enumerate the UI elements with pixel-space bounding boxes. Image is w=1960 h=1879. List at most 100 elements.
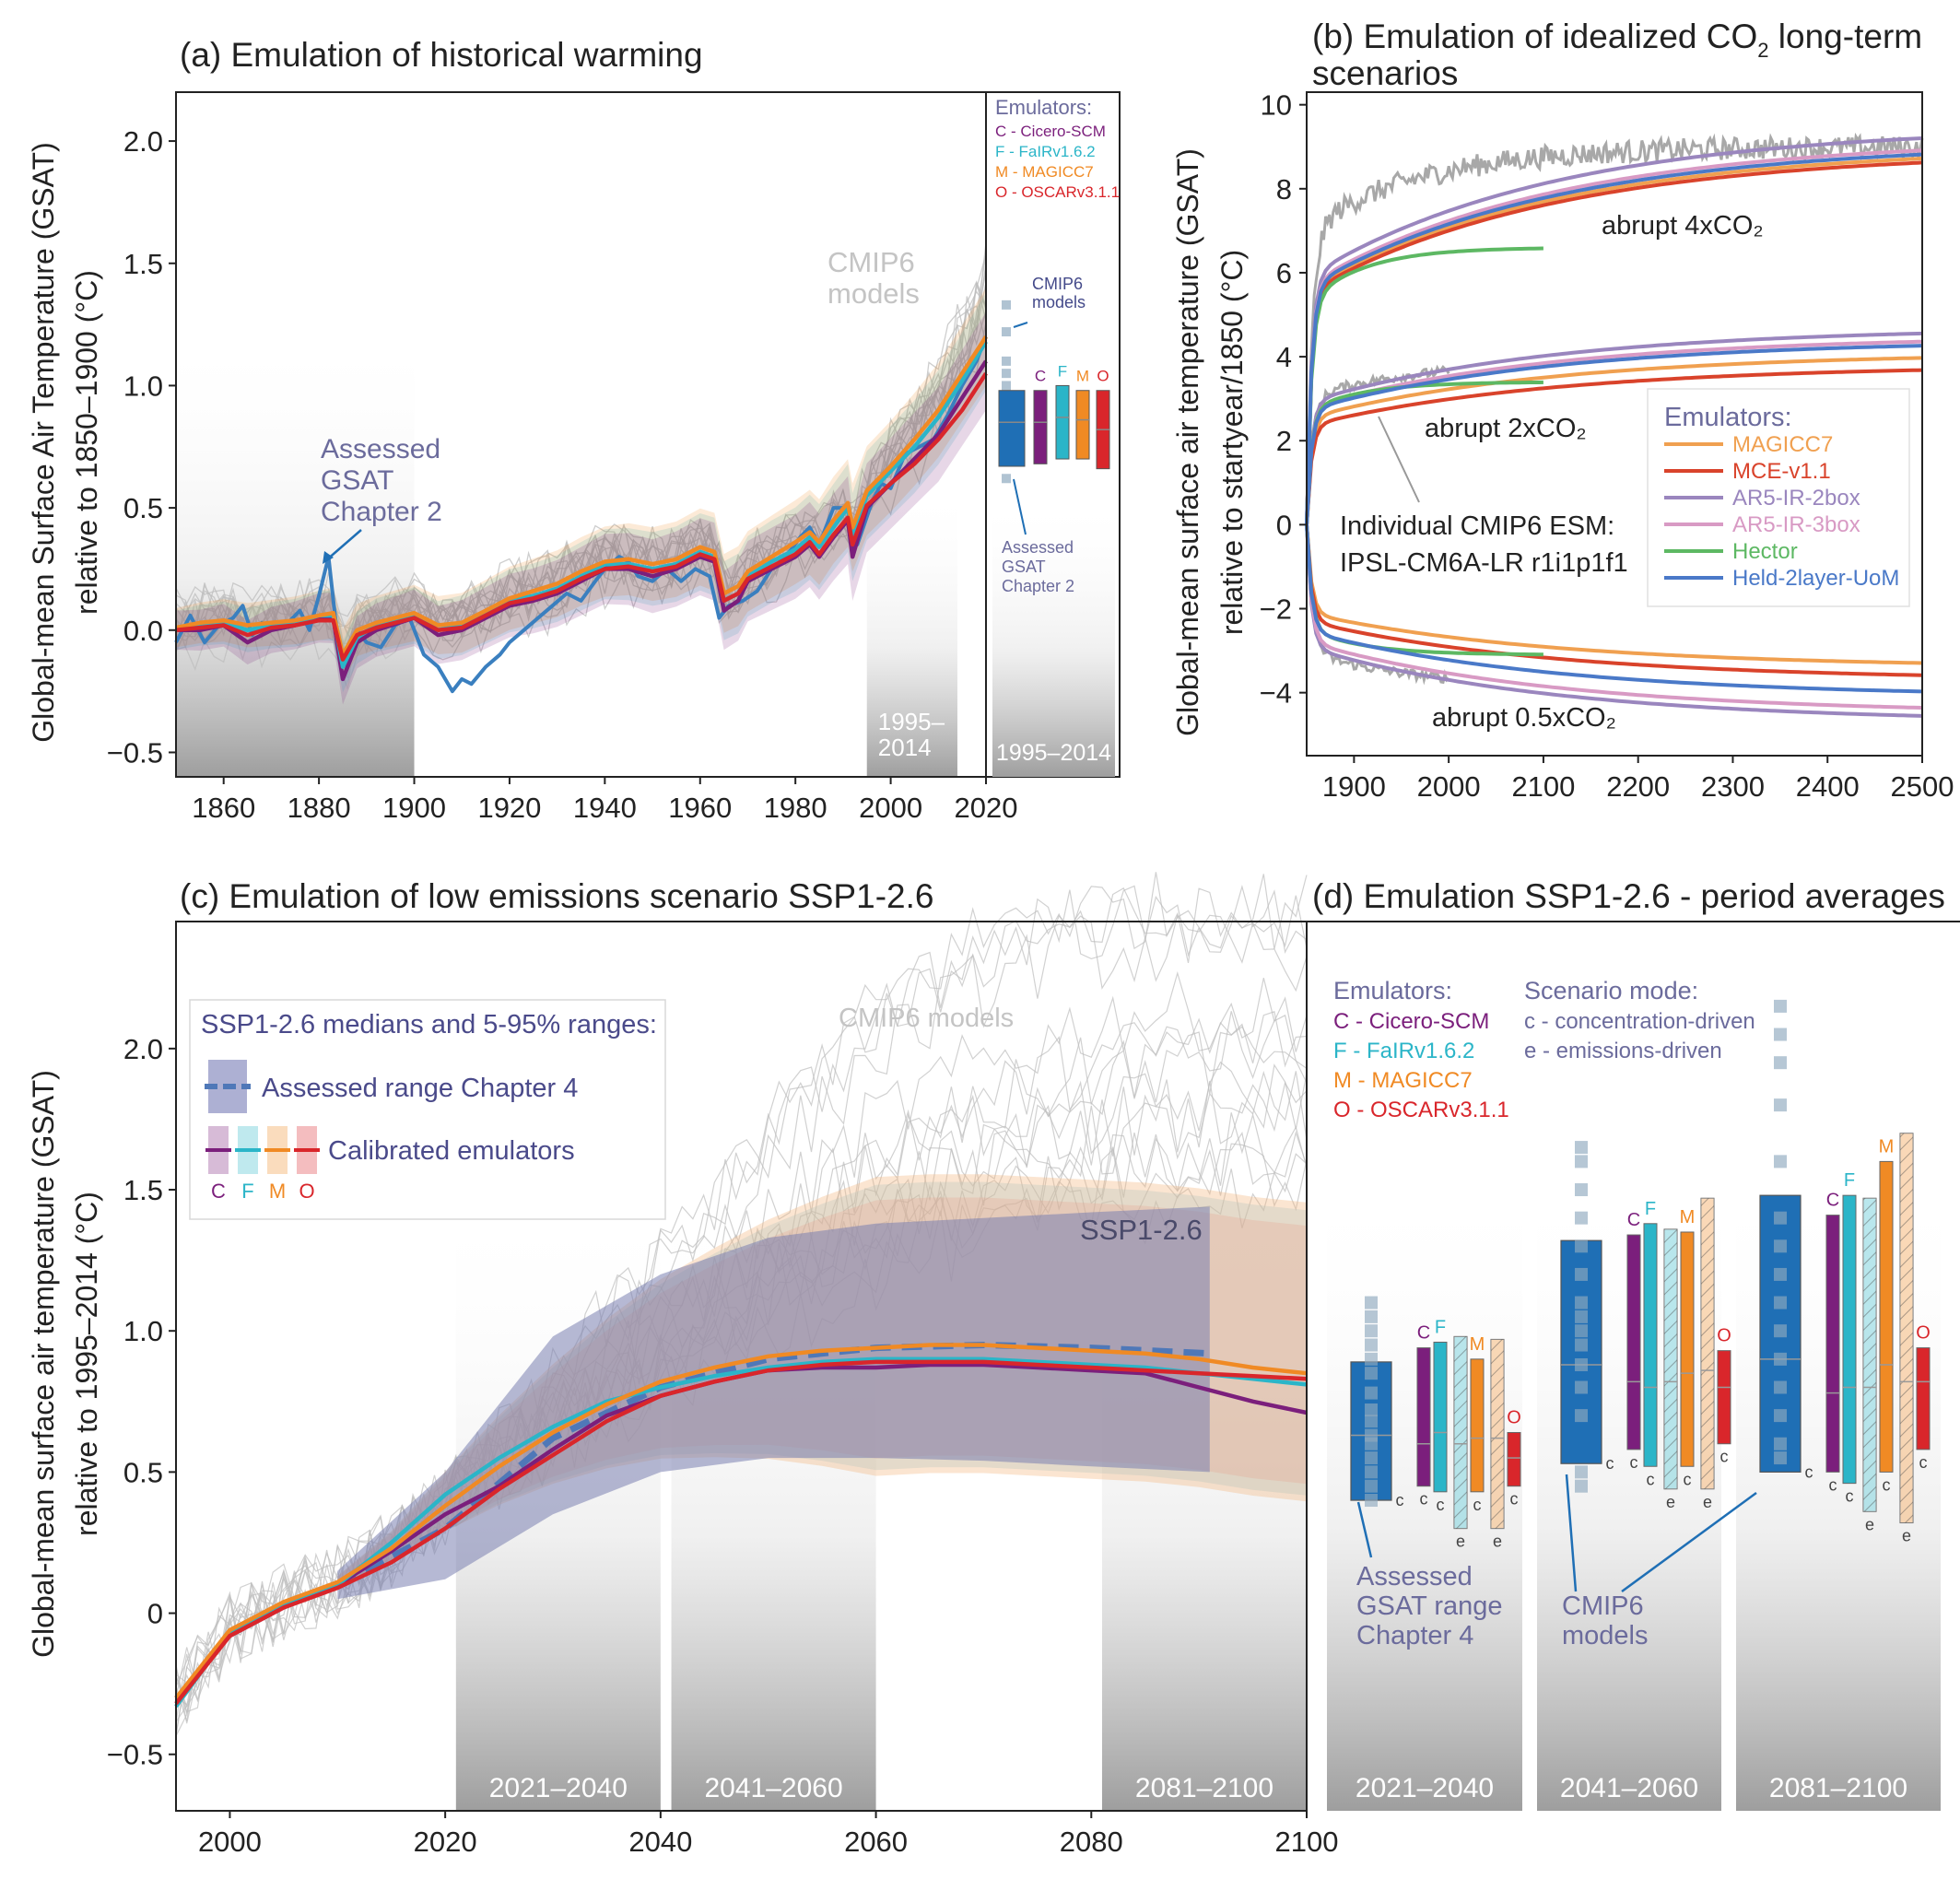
panel-a-title: (a) Emulation of historical warming bbox=[180, 36, 703, 74]
inset-box-C bbox=[1033, 390, 1048, 464]
emulator-box bbox=[1916, 1347, 1931, 1450]
cmip6-point bbox=[1774, 1211, 1787, 1225]
x-tick-label: 1900 bbox=[1322, 770, 1386, 803]
panel-c-ylabel-1: Global-mean surface air temperature (GSA… bbox=[27, 1070, 60, 1658]
panel-a-ylabel-2: relative to 1850–1900 (°C) bbox=[70, 270, 103, 615]
emulator-box-hatch bbox=[1454, 1336, 1467, 1529]
y-tick-label: −0.5 bbox=[107, 736, 163, 769]
x-tick-label: 1900 bbox=[382, 792, 446, 824]
panel-b-legend: Emulators:MAGICC7MCE-v1.1AR5-IR-2boxAR5-… bbox=[1647, 388, 1910, 607]
panel-b-plot bbox=[1305, 132, 1924, 718]
y-tick-label: 2.0 bbox=[123, 1033, 163, 1065]
inset-period-label: 1995–2014 bbox=[996, 740, 1111, 766]
x-tick-label: 1880 bbox=[288, 792, 351, 824]
mode-item: c - concentration-driven bbox=[1524, 1009, 1755, 1034]
cmip6-point bbox=[1575, 1183, 1588, 1197]
x-tick-label: 1980 bbox=[764, 792, 827, 824]
cmip6-point bbox=[1575, 1141, 1588, 1155]
cmip6-point bbox=[1774, 1239, 1787, 1253]
inset-assessed-arrow bbox=[1013, 478, 1027, 535]
cmip6-point bbox=[1365, 1338, 1378, 1352]
legend-letter: C bbox=[211, 1180, 226, 1203]
cmip6-point bbox=[1365, 1415, 1378, 1428]
cmip6-point bbox=[1365, 1352, 1378, 1366]
panel-b-x-axis: 1900 2000 2100 2200 2300 2400 2500 bbox=[1322, 756, 1954, 803]
emulator-box bbox=[1825, 1215, 1840, 1473]
panel-c-frame bbox=[175, 921, 1308, 1812]
cmip6-label-line: CMIP6 bbox=[1562, 1591, 1644, 1621]
inset-legend-item: M - MAGICC7 bbox=[995, 163, 1094, 181]
cmip6-point bbox=[1774, 1155, 1787, 1169]
cmip6-point bbox=[1774, 1296, 1787, 1309]
cmip6-point bbox=[1575, 1239, 1588, 1253]
mode-letter: e bbox=[1865, 1515, 1874, 1533]
series-line-magicc bbox=[175, 335, 988, 657]
x-tick-label: 2100 bbox=[1511, 770, 1575, 803]
emulator-range-band bbox=[176, 311, 986, 705]
shaded-period-label: 2081–2100 bbox=[1135, 1773, 1273, 1803]
legend-emulators-label: Calibrated emulators bbox=[328, 1136, 575, 1166]
x-tick-label: 1960 bbox=[668, 792, 732, 824]
emulator-letter: F bbox=[1435, 1317, 1446, 1337]
inset-assessed-label-line: Chapter 2 bbox=[1002, 577, 1074, 595]
assessed-gsat-label-line: Chapter 2 bbox=[321, 497, 442, 527]
legend-letter: O bbox=[299, 1180, 314, 1203]
legend-box bbox=[189, 999, 666, 1220]
cmip6-point bbox=[1774, 1324, 1787, 1338]
mode-letter: e bbox=[1902, 1527, 1911, 1545]
cmip6-point bbox=[1365, 1324, 1378, 1338]
cmip6-point bbox=[1365, 1428, 1378, 1442]
cmip6-point bbox=[1365, 1367, 1378, 1380]
emulator-curve-4x bbox=[1305, 160, 1923, 525]
emulator-box-hatch bbox=[1664, 1228, 1677, 1489]
shaded-period bbox=[866, 488, 957, 777]
panel-c: (c) Emulation of low emissions scenario … bbox=[27, 872, 1338, 1858]
period-label: 2041–2060 bbox=[1560, 1773, 1698, 1803]
emulator-curve-05x bbox=[1305, 524, 1923, 677]
y-tick-label: 0.5 bbox=[123, 492, 163, 524]
inset-box-letter: M bbox=[1076, 368, 1089, 385]
cmip6-point bbox=[1774, 1056, 1787, 1070]
legend-letter: M bbox=[269, 1180, 286, 1203]
shaded-period bbox=[176, 332, 415, 777]
legend-assessed-label: Assessed range Chapter 4 bbox=[262, 1074, 578, 1103]
y-tick-label: 1.0 bbox=[123, 1315, 163, 1347]
emulator-box-hatch bbox=[1863, 1198, 1876, 1512]
panel-a-inset: 1995–2014 Emulators: C - Cicero-SCM F - FaI… bbox=[992, 96, 1120, 777]
emulator-curve-4x bbox=[1305, 136, 1923, 525]
mode-letter: c bbox=[1720, 1448, 1729, 1466]
mode-item: e - emissions-driven bbox=[1524, 1039, 1722, 1063]
emulator-curve-2x bbox=[1305, 368, 1923, 525]
panel-c-y-axis: −0.5 0 0.5 1.0 1.5 2.0 bbox=[107, 1033, 176, 1771]
inset-box-letter: C bbox=[1035, 368, 1046, 385]
emulator-box-hatch bbox=[1491, 1339, 1504, 1529]
cmip6-model-line bbox=[175, 872, 1308, 1737]
y-tick-label: 0.0 bbox=[123, 615, 163, 647]
assessed-label-line: Chapter 4 bbox=[1356, 1621, 1473, 1650]
emulator-curve-05x bbox=[1305, 524, 1923, 710]
assessed-gsat-label-line: Assessed bbox=[321, 434, 440, 464]
y-tick-label: −2 bbox=[1260, 593, 1292, 626]
panel-d-plot: 2021–2040cCcFceMceOc2041–2060cCcFceMceOc… bbox=[1327, 999, 1941, 1811]
panel-a-frame bbox=[175, 91, 1121, 778]
cmip6-point bbox=[1774, 1267, 1787, 1281]
esm-pointer bbox=[1378, 416, 1420, 503]
panel-c-ranges bbox=[337, 1174, 1307, 1600]
inset-assessed-label-line: Assessed bbox=[1002, 538, 1074, 557]
emulator-letter: O bbox=[1916, 1323, 1931, 1344]
inset-box-letter: F bbox=[1058, 362, 1067, 380]
emulator-curve-05x bbox=[1305, 524, 1923, 718]
panel-a-y-axis: −0.5 0.0 0.5 1.0 1.5 2.0 bbox=[107, 125, 176, 769]
x-tick-label: 2000 bbox=[198, 1826, 262, 1858]
panel-c-title: (c) Emulation of low emissions scenario … bbox=[180, 877, 933, 915]
mode-letter: c bbox=[1630, 1453, 1638, 1472]
cmip6-label: CMIP6 models bbox=[1562, 1591, 1649, 1650]
emulator-box bbox=[1626, 1234, 1641, 1450]
panel-b-title-line1: (b) Emulation of idealized CO2 long-term bbox=[1312, 18, 1922, 62]
cmip6-point bbox=[1774, 999, 1787, 1013]
assessed-range-band bbox=[337, 1206, 1210, 1600]
inset-box-M bbox=[1075, 390, 1090, 460]
assessed-label-line: GSAT range bbox=[1356, 1591, 1503, 1621]
mode-letter: c bbox=[1606, 1454, 1614, 1473]
